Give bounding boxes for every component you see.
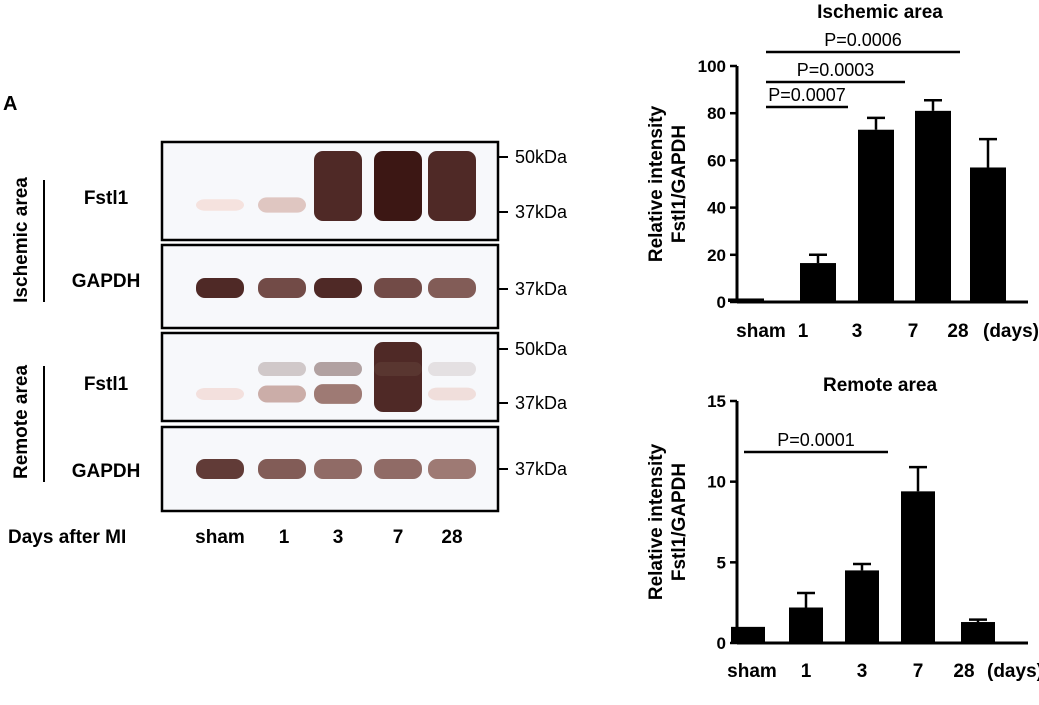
x-tick-label: sham — [727, 661, 777, 682]
lane-label: 1 — [279, 527, 290, 548]
p-value-label: P=0.0007 — [768, 85, 846, 105]
blot-band — [374, 278, 422, 298]
bar — [915, 110, 951, 302]
blot-xaxis-title: Days after MI — [8, 527, 126, 548]
bar — [970, 167, 1006, 302]
blot-band — [314, 278, 362, 298]
blot-band — [314, 384, 362, 404]
y-axis-label: Relative intensity — [646, 105, 667, 262]
bar — [789, 607, 823, 643]
y-axis-label: Fstl1/GAPDH — [669, 125, 690, 243]
x-unit-label: (days) — [987, 661, 1039, 682]
blot-band — [428, 459, 476, 479]
bar-chart-remote: Remote area 0 5 10 15 Relative intensity Fstl1… — [646, 375, 1039, 682]
blot-band — [196, 278, 244, 298]
blot-band-upper — [314, 362, 362, 376]
marker-label: 37kDa — [515, 459, 568, 479]
p-value-label: P=0.0006 — [824, 30, 902, 50]
blot-band — [428, 387, 476, 401]
protein-label-fstl1-ischemic: Fstl1 — [84, 188, 129, 209]
blot-band — [258, 197, 306, 213]
x-tick-label: sham — [736, 321, 786, 342]
bar — [845, 570, 879, 643]
western-blot: Ischemic area Remote area Fstl1 GAPDH Fs… — [8, 140, 568, 548]
x-tick-label: 7 — [913, 661, 924, 682]
marker-label: 50kDa — [515, 147, 568, 167]
protein-label-fstl1-remote: Fstl1 — [84, 374, 129, 395]
blot-band — [428, 151, 476, 221]
y-axis-label: Fstl1/GAPDH — [669, 463, 690, 581]
bar — [901, 491, 935, 643]
y-tick-label: 10 — [707, 473, 726, 492]
y-tick-label: 60 — [707, 151, 726, 170]
blot-band — [374, 459, 422, 479]
blot-band-upper — [258, 362, 306, 376]
lane-label: 28 — [441, 527, 462, 548]
blot-band — [374, 151, 422, 221]
lane-label: 7 — [393, 527, 404, 548]
blot-panel — [160, 331, 500, 423]
blot-band — [374, 342, 422, 412]
blot-band — [258, 459, 306, 479]
y-tick-label: 80 — [707, 104, 726, 123]
x-unit-label: (days) — [983, 321, 1039, 342]
y-tick-label: 5 — [717, 553, 726, 572]
y-axis-label: Relative intensity — [646, 443, 667, 600]
chart-title: Ischemic area — [817, 2, 943, 23]
bar — [961, 622, 995, 643]
chart-title: Remote area — [823, 375, 937, 396]
marker-label: 37kDa — [515, 202, 568, 222]
y-tick-label: 15 — [707, 392, 726, 411]
panel-letter: A — [3, 93, 17, 115]
protein-label-gapdh-ischemic: GAPDH — [72, 271, 141, 292]
x-tick-label: 3 — [852, 321, 863, 342]
blot-band — [196, 387, 244, 401]
x-tick-label: 3 — [857, 661, 868, 682]
p-value-label: P=0.0003 — [797, 60, 875, 80]
blot-band-upper — [428, 362, 476, 376]
x-tick-label: 28 — [953, 661, 974, 682]
blot-band — [428, 278, 476, 298]
lane-label: sham — [195, 527, 245, 548]
x-tick-label: 1 — [801, 661, 812, 682]
p-value-label: P=0.0001 — [777, 430, 855, 450]
y-tick-label: 100 — [698, 57, 726, 76]
y-tick-label: 0 — [717, 293, 726, 312]
marker-label: 37kDa — [515, 279, 568, 299]
region-label-remote: Remote area — [11, 365, 32, 479]
blot-band-upper — [374, 362, 422, 376]
marker-label: 37kDa — [515, 393, 568, 413]
blot-band — [314, 459, 362, 479]
bar — [858, 129, 894, 302]
region-label-ischemic: Ischemic area — [11, 177, 32, 303]
x-tick-label: 1 — [798, 321, 809, 342]
bar — [800, 263, 836, 302]
x-tick-label: 28 — [947, 321, 968, 342]
x-tick-label: 7 — [908, 321, 919, 342]
bar-chart-ischemic: Ischemic area 0 20 40 60 80 100 Relative intens… — [646, 2, 1039, 342]
blot-band — [258, 278, 306, 298]
y-tick-label: 40 — [707, 199, 726, 218]
blot-band — [258, 385, 306, 403]
blot-band — [196, 199, 244, 211]
blot-band — [314, 151, 362, 221]
bar — [731, 626, 765, 643]
bar — [728, 298, 764, 302]
marker-label: 50kDa — [515, 339, 568, 359]
protein-label-gapdh-remote: GAPDH — [72, 461, 141, 482]
lane-label: 3 — [333, 527, 344, 548]
y-tick-label: 0 — [717, 634, 726, 653]
blot-band — [196, 459, 244, 479]
y-tick-label: 20 — [707, 246, 726, 265]
